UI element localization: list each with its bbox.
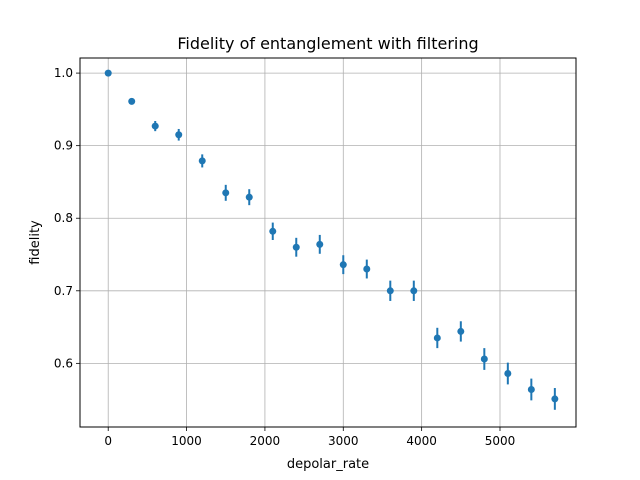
data-point — [363, 265, 371, 273]
data-point — [504, 370, 512, 378]
data-point — [527, 385, 535, 393]
data-points — [104, 69, 559, 403]
y-tick-label: 1.0 — [54, 66, 73, 80]
data-point — [292, 243, 300, 251]
x-tick-label: 0 — [104, 434, 112, 448]
x-axis-ticks: 0 1000 2000 3000 4000 5000 — [104, 427, 515, 448]
data-point — [175, 131, 183, 139]
data-point — [457, 327, 465, 335]
data-point — [316, 240, 324, 248]
data-point — [386, 287, 394, 295]
chart-title: Fidelity of entanglement with filtering — [177, 34, 478, 53]
x-tick-label: 4000 — [406, 434, 437, 448]
y-tick-label: 0.6 — [54, 356, 73, 370]
x-tick-label: 2000 — [250, 434, 281, 448]
data-point — [128, 97, 136, 105]
data-point — [480, 355, 488, 363]
data-point — [198, 157, 206, 165]
x-tick-label: 3000 — [328, 434, 359, 448]
y-axis-ticks: 0.6 0.7 0.8 0.9 1.0 — [54, 66, 80, 370]
data-point — [551, 395, 559, 403]
data-point — [339, 261, 347, 269]
plot-frame — [79, 57, 577, 428]
data-point — [151, 122, 159, 130]
data-point — [269, 227, 277, 235]
x-axis-label: depolar_rate — [287, 457, 369, 472]
data-point — [245, 193, 253, 201]
data-point — [222, 189, 230, 197]
grid — [80, 58, 576, 427]
y-tick-label: 0.7 — [54, 284, 73, 298]
y-axis-label: fidelity — [28, 220, 43, 265]
x-tick-label: 1000 — [171, 434, 202, 448]
y-tick-label: 0.9 — [54, 139, 73, 153]
data-point — [104, 69, 112, 77]
data-point — [410, 287, 418, 295]
y-tick-label: 0.8 — [54, 211, 73, 225]
x-tick-label: 5000 — [485, 434, 516, 448]
data-point — [433, 334, 441, 342]
